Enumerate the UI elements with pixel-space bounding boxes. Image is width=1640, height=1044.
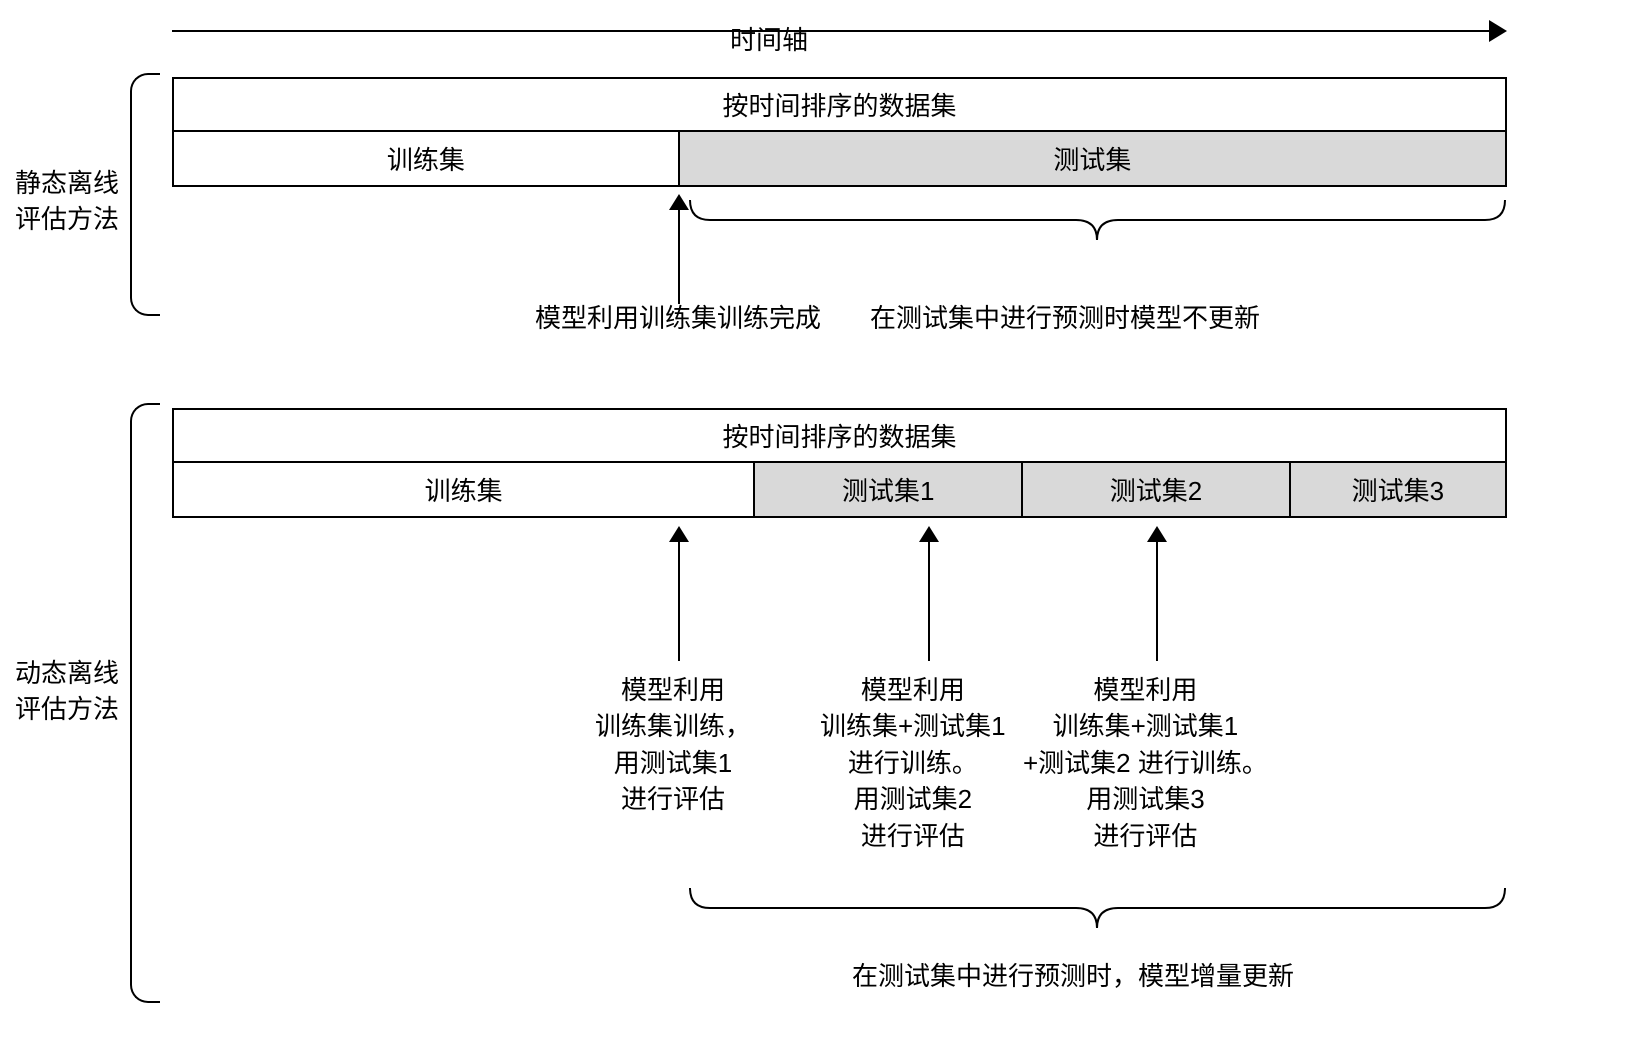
arrow-line xyxy=(678,541,680,661)
dynamic-header: 按时间排序的数据集 xyxy=(172,408,1507,463)
dynamic-test2-cell: 测试集2 xyxy=(1023,463,1291,516)
arrowhead-up-icon xyxy=(669,194,689,210)
dynamic-brace-annotation: 在测试集中进行预测时，模型增量更新 xyxy=(852,958,1294,994)
dynamic-split-row: 训练集 测试集1 测试集2 测试集3 xyxy=(172,463,1507,518)
dynamic-arrow2-annotation: 模型利用 训练集+测试集1 进行训练。 用测试集2 进行评估 xyxy=(820,672,1006,854)
static-curly-brace-icon xyxy=(688,198,1507,268)
dynamic-curly-brace-icon xyxy=(688,886,1507,956)
dynamic-test1-cell: 测试集1 xyxy=(755,463,1023,516)
static-title-line2: 评估方法 xyxy=(15,204,119,234)
timeline-arrow xyxy=(172,15,1507,45)
static-header: 按时间排序的数据集 xyxy=(172,77,1507,132)
diagram-container: 时间轴 静态离线 评估方法 按时间排序的数据集 训练集 测试集 模型利用训练集训… xyxy=(0,0,1640,1044)
dynamic-test3-cell: 测试集3 xyxy=(1291,463,1505,516)
static-bracket-icon xyxy=(130,73,160,316)
arrowhead-up-icon xyxy=(919,526,939,542)
arrowhead-up-icon xyxy=(669,526,689,542)
timeline-label: 时间轴 xyxy=(730,20,808,57)
static-section-label: 静态离线 评估方法 xyxy=(15,165,119,238)
dynamic-train-cell: 训练集 xyxy=(174,463,755,516)
arrow-line xyxy=(678,209,680,304)
static-arrow-annotation: 模型利用训练集训练完成 xyxy=(535,300,821,336)
dynamic-title-line2: 评估方法 xyxy=(15,694,119,724)
dynamic-title-line1: 动态离线 xyxy=(15,658,119,688)
arrow-line xyxy=(928,541,930,661)
timeline-line xyxy=(172,30,1492,32)
static-test-cell: 测试集 xyxy=(680,132,1505,185)
static-train-cell: 训练集 xyxy=(174,132,680,185)
dynamic-arrow3-annotation: 模型利用 训练集+测试集1 +测试集2 进行训练。 用测试集3 进行评估 xyxy=(1023,672,1268,854)
static-brace-annotation: 在测试集中进行预测时模型不更新 xyxy=(870,300,1260,336)
arrowhead-up-icon xyxy=(1147,526,1167,542)
dynamic-bracket-icon xyxy=(130,403,160,1003)
arrowhead-right-icon xyxy=(1489,20,1507,42)
static-split-row: 训练集 测试集 xyxy=(172,132,1507,187)
dynamic-section-label: 动态离线 评估方法 xyxy=(15,655,119,728)
dynamic-arrow1-annotation: 模型利用 训练集训练， 用测试集1 进行评估 xyxy=(595,672,751,818)
arrow-line xyxy=(1156,541,1158,661)
static-title-line1: 静态离线 xyxy=(15,168,119,198)
